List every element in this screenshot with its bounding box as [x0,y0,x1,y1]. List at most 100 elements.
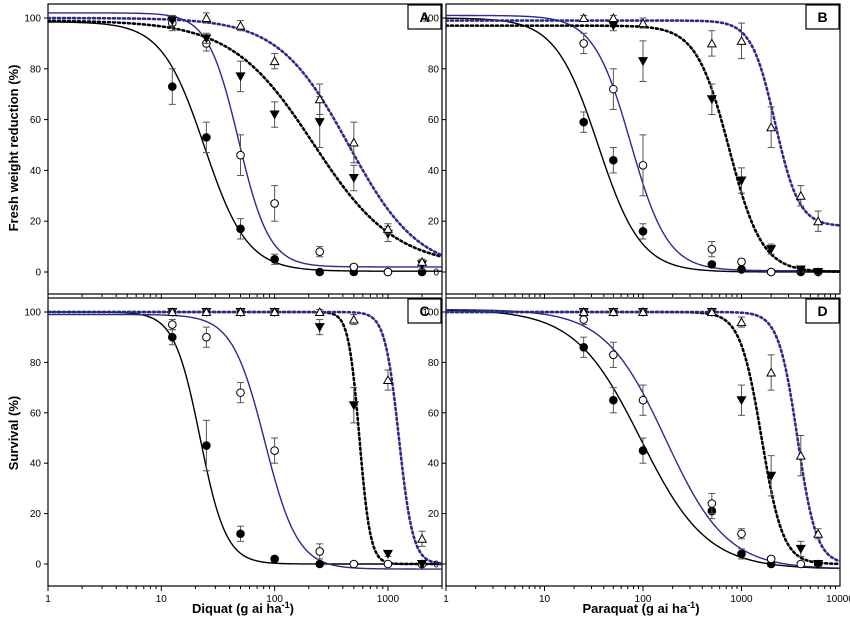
data-point-filled-triangle [608,21,619,31]
data-point-filled-triangle [348,174,359,184]
panel-B: 0 20 40 60 80 100 B [422,3,841,299]
data-point-open-circle [315,247,325,256]
fit-curve [48,19,442,258]
panel-letter: B [817,9,827,25]
data-point-open-circle [766,267,776,277]
data-point-open-triangle [795,190,806,200]
data-point-filled-triangle [795,265,806,275]
x-tick-label: 1 [443,594,449,605]
data-point-filled-triangle [813,268,824,278]
data-point-filled-triangle [736,396,747,406]
data-point-open-triangle [795,450,806,460]
y-tick-label: 100 [24,14,41,25]
data-point-filled-circle [315,267,325,277]
data-point-open-triangle [269,306,280,316]
data-point-filled-triangle [235,72,246,82]
y-tick-label: 80 [428,64,440,75]
data-point-open-triangle [235,20,246,30]
panel-letter-box [805,4,840,30]
panel-letter-box [805,298,840,324]
y-tick-label: 60 [428,115,440,126]
y-tick-label: 0 [433,560,439,571]
data-point-open-circle [383,559,393,569]
data-point-open-circle [638,395,648,405]
fit-curve [48,313,442,570]
data-point-open-triangle [706,38,717,48]
data-point-open-triangle [813,216,824,226]
data-point-open-circle [766,554,776,564]
panel-D: 0 20 40 60 80 100 1 10 100 1000 10000 D [422,297,850,605]
fit-curve [48,310,442,566]
data-point-filled-triangle [382,549,393,559]
panel-letter-box [407,4,442,30]
data-point-open-circle [315,547,325,556]
data-point-filled-circle [579,342,588,352]
panel-letter-box [407,298,442,324]
data-point-open-triangle [416,533,428,543]
data-point-open-triangle [167,306,178,316]
data-point-open-circle [796,559,806,569]
data-point-open-triangle [348,314,359,324]
x-tick-label: 1000 [730,594,753,605]
panel-letter: A [419,9,429,25]
y-axis-label-survival: Survival (%) [6,396,21,470]
data-point-open-circle [270,199,279,208]
data-point-open-triangle [637,18,649,28]
y-tick-label: 20 [428,217,440,228]
data-point-open-circle [349,559,359,569]
data-point-open-circle [349,262,359,272]
data-point-open-circle [236,150,245,160]
data-point-open-triangle [608,12,619,22]
data-point-open-triangle [578,306,589,316]
data-point-filled-triangle [736,176,747,186]
data-point-open-circle [737,529,746,539]
data-point-filled-circle [579,117,588,127]
data-point-filled-triangle [314,323,325,333]
data-point-filled-circle [236,224,245,234]
data-point-open-triangle [382,375,393,385]
y-tick-label: 40 [30,459,42,470]
data-point-open-triangle [766,367,777,377]
data-point-filled-circle [638,446,648,455]
data-point-open-triangle [201,306,212,316]
data-point-filled-circle [707,260,717,269]
fit-curve [446,310,840,563]
y-tick-label: 20 [428,509,440,520]
data-point-open-circle [579,39,588,48]
y-tick-label: 0 [35,268,41,279]
x-axis-label-paraquat-close: ) [695,601,699,616]
data-point-filled-triangle [637,57,649,67]
y-tick-label: 20 [30,509,42,520]
data-point-open-triangle [416,256,428,266]
data-point-open-triangle [269,56,280,66]
data-point-filled-triangle [813,560,824,570]
y-tick-label: 60 [428,408,440,419]
data-point-open-circle [202,332,211,342]
fit-curve [48,16,442,257]
y-tick-label: 80 [30,64,42,75]
fit-curve [48,311,442,565]
data-point-filled-circle [167,82,177,91]
data-point-filled-circle [270,554,279,564]
data-point-open-triangle [813,528,824,538]
data-point-filled-triangle [201,34,212,44]
data-point-filled-triangle [314,118,325,128]
x-axis-label-paraquat-main: Paraquat (g ai ha [582,601,688,616]
x-tick-label: 100 [635,594,652,605]
data-point-open-circle [737,257,746,267]
data-point-open-circle [270,446,279,455]
data-point-open-triangle [382,223,393,233]
data-point-open-triangle [637,306,649,316]
y-tick-label: 100 [422,308,439,319]
y-tick-label: 100 [422,14,439,25]
y-tick-label: 40 [428,459,440,470]
x-axis-label-diquat-close: ) [290,601,294,616]
y-tick-label: 0 [433,268,439,279]
data-point-filled-circle [609,395,618,405]
data-point-open-circle [167,320,177,329]
x-tick-label: 1000 [377,594,400,605]
